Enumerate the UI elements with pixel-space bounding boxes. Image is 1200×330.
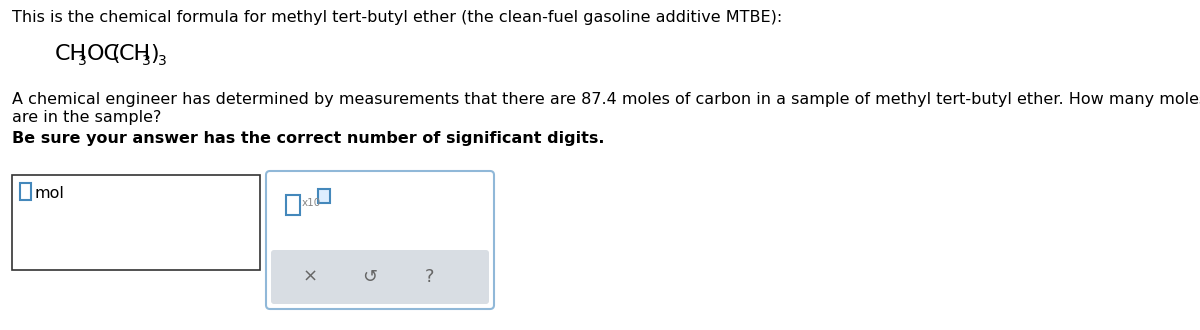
- Text: ×: ×: [302, 268, 318, 286]
- Text: mol: mol: [34, 186, 64, 201]
- Text: x10: x10: [302, 198, 322, 208]
- Text: 3: 3: [158, 54, 167, 68]
- Bar: [12, 175, 260, 270]
- Text: This is the chemical formula for methyl tert-butyl ether (the clean-fuel gasolin: This is the chemical formula for methyl …: [12, 10, 782, 25]
- Text: 3: 3: [78, 54, 86, 68]
- Text: CH: CH: [119, 44, 151, 64]
- FancyBboxPatch shape: [271, 250, 490, 304]
- Text: are in the sample?: are in the sample?: [12, 110, 161, 125]
- Text: ): ): [150, 44, 158, 64]
- Text: 3: 3: [142, 54, 151, 68]
- Text: OC: OC: [88, 44, 120, 64]
- Text: CH: CH: [55, 44, 88, 64]
- Text: (: (: [112, 44, 120, 64]
- Text: ?: ?: [425, 268, 434, 286]
- Bar: [318, 189, 330, 203]
- Bar: [286, 195, 300, 215]
- Bar: [20, 183, 31, 200]
- Text: A chemical engineer has determined by measurements that there are 87.4 moles of : A chemical engineer has determined by me…: [12, 92, 1200, 107]
- Text: ↺: ↺: [362, 268, 378, 286]
- FancyBboxPatch shape: [266, 171, 494, 309]
- Text: Be sure your answer has the correct number of significant digits.: Be sure your answer has the correct numb…: [12, 131, 605, 146]
